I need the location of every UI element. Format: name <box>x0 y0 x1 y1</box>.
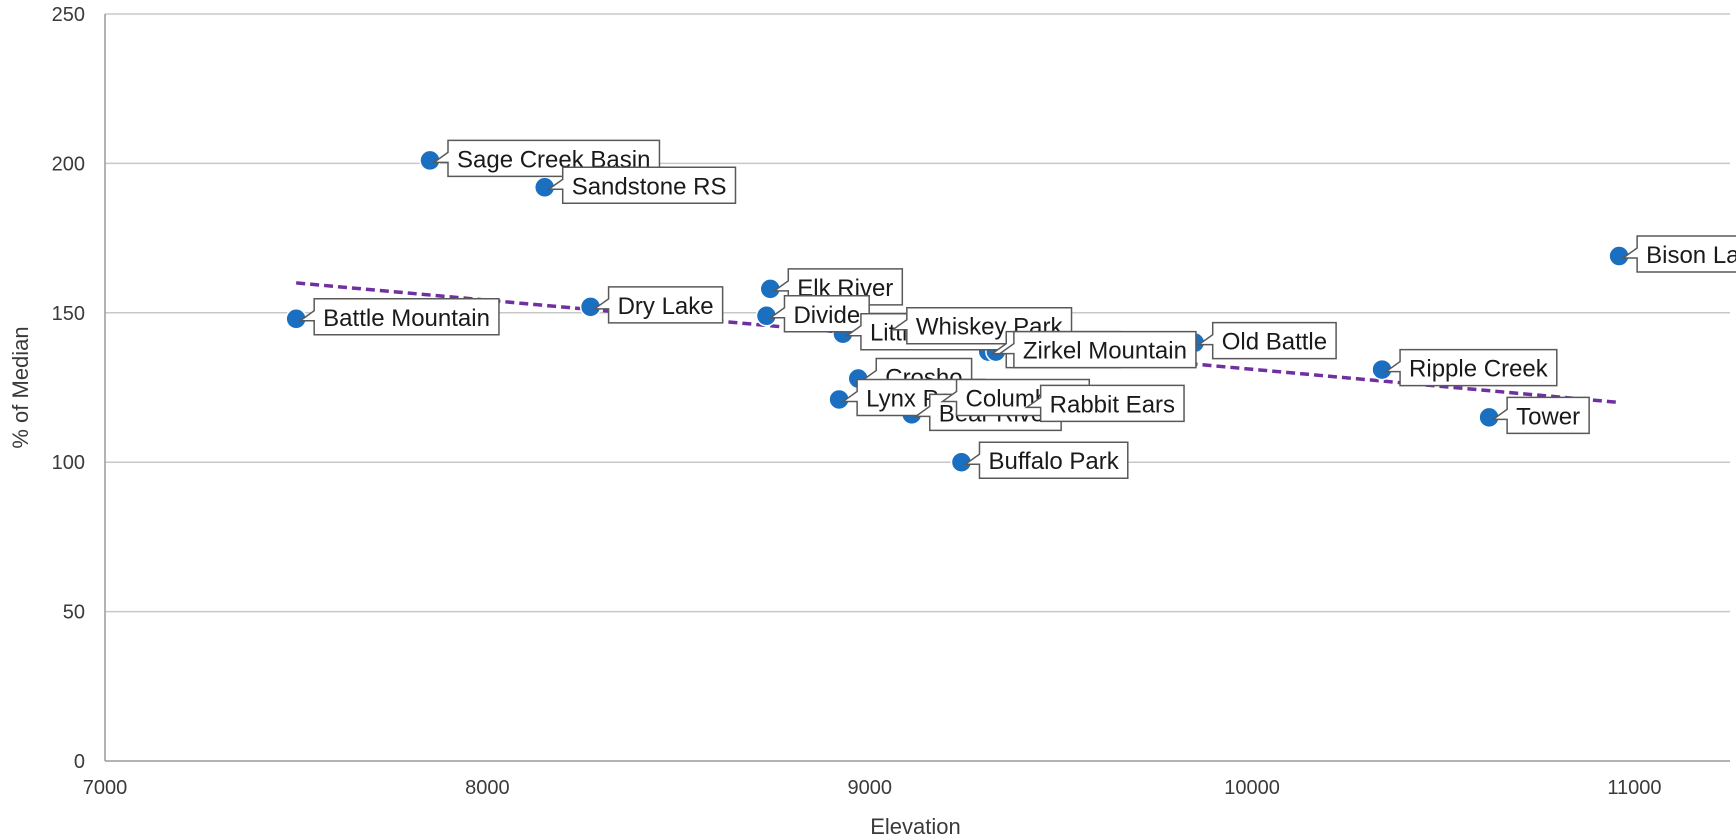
data-label: Bison Lake <box>1620 235 1736 273</box>
y-tick-label: 0 <box>74 751 85 773</box>
callout-box <box>768 295 870 333</box>
data-label-text: Buffalo Park <box>988 448 1119 475</box>
x-tick-label: 11000 <box>1607 777 1661 799</box>
y-tick-label: 100 <box>52 452 85 474</box>
callout-box <box>1383 348 1558 387</box>
data-label: Old Battle <box>1196 321 1337 360</box>
callout-box <box>963 441 1129 479</box>
axes: 0 50 100 150 200 250 7000 8000 9000 10000 11000 <box>52 4 1730 799</box>
y-tick-label: 150 <box>52 303 85 325</box>
data-label-text: Zirkel Mountain <box>1023 338 1187 365</box>
y-tick-label: 50 <box>63 602 85 624</box>
x-axis-title: Elevation <box>870 814 961 839</box>
data-label-text: Dry Lake <box>618 293 714 320</box>
data-label: Zirkel Mountain <box>997 330 1197 369</box>
data-label-text: Tower <box>1516 403 1580 430</box>
data-label: Rabbit Ears <box>1024 384 1185 423</box>
callout-box <box>1620 235 1736 273</box>
callout-box <box>592 286 724 324</box>
y-axis-title: % of Median <box>8 326 33 448</box>
data-label: Sandstone RS <box>546 166 737 205</box>
data-label-text: Sandstone RS <box>572 173 727 200</box>
x-tick-label: 9000 <box>847 777 892 799</box>
data-label: Divide <box>768 295 870 333</box>
data-label-text: Ripple Creek <box>1409 356 1549 383</box>
x-tick-label: 10000 <box>1224 777 1280 799</box>
data-label-text: Divide <box>793 302 860 329</box>
data-label: Tower <box>1490 396 1590 435</box>
callout-box <box>997 330 1197 369</box>
data-label: Dry Lake <box>592 286 724 324</box>
x-tick-label: 7000 <box>83 777 128 799</box>
callout-box <box>297 298 500 336</box>
data-label: Ripple Creek <box>1383 348 1558 387</box>
data-label-text: Bison Lake <box>1646 242 1736 269</box>
callout-box <box>546 166 737 205</box>
y-tick-label: 200 <box>52 153 85 175</box>
data-label-text: Old Battle <box>1222 329 1327 356</box>
data-label-text: Battle Mountain <box>323 305 490 332</box>
callout-box <box>1490 396 1590 435</box>
callout-box <box>1024 384 1185 423</box>
y-tick-label: 250 <box>52 4 85 26</box>
data-label: Buffalo Park <box>963 441 1129 479</box>
data-label-text: Rabbit Ears <box>1050 391 1175 418</box>
callout-box <box>1196 321 1337 360</box>
data-label: Battle Mountain <box>297 298 500 336</box>
x-tick-label: 8000 <box>465 777 510 799</box>
